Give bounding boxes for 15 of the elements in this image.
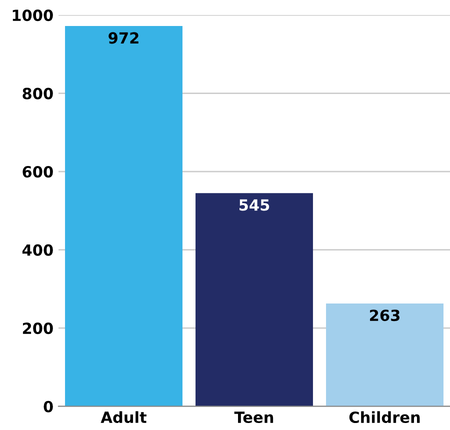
y-tick-label: 400 (22, 244, 53, 256)
y-tick-label: 200 (22, 322, 53, 334)
y-tick-label: 600 (22, 166, 53, 178)
bar (196, 193, 313, 406)
x-tick-label: Teen (234, 412, 274, 424)
y-tick-label: 0 (44, 400, 53, 412)
y-tick-label: 800 (22, 88, 53, 100)
x-tick-label: Adult (100, 411, 146, 424)
data-label: 972 (108, 32, 138, 44)
bar (326, 303, 444, 406)
y-tick-label: 1000 (12, 10, 53, 22)
data-label: 263 (370, 310, 400, 322)
bar (65, 26, 182, 406)
data-label: 545 (239, 199, 270, 211)
x-tick-label: Children (349, 411, 420, 424)
